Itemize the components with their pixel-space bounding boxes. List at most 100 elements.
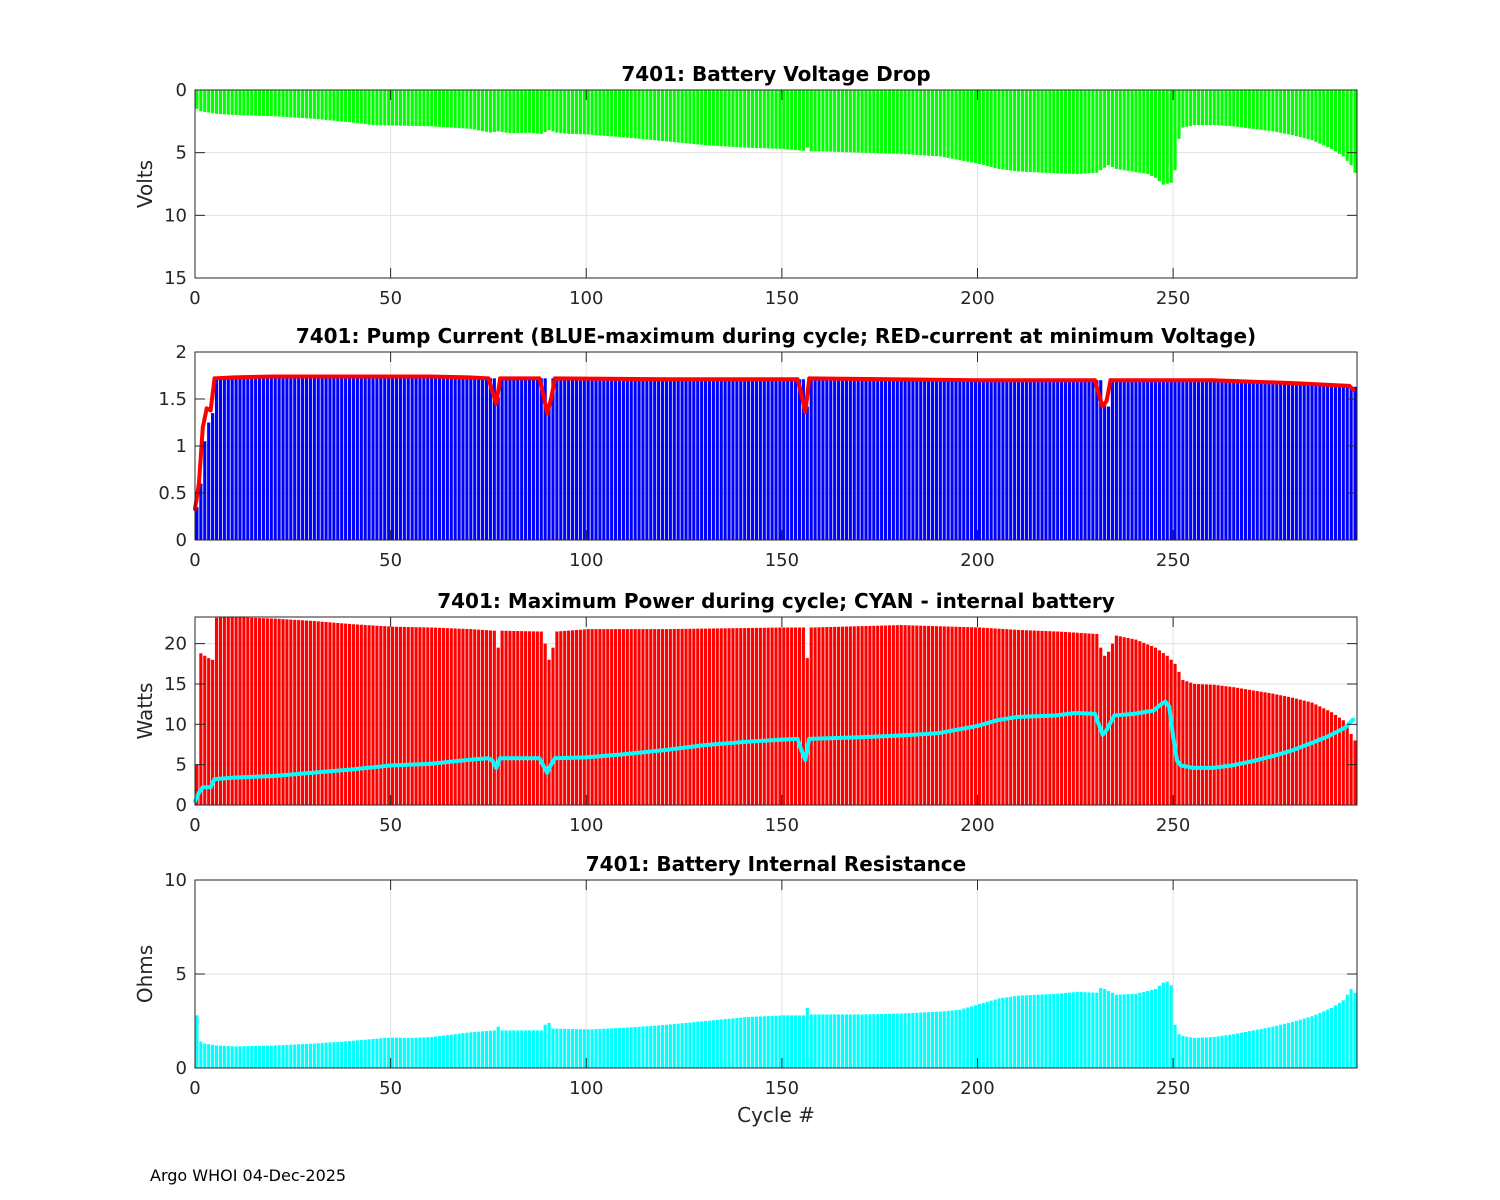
bar bbox=[1056, 380, 1060, 540]
bar bbox=[207, 1044, 211, 1068]
x-tick-label: 50 bbox=[379, 550, 402, 571]
line-point bbox=[1163, 699, 1168, 704]
bar bbox=[1283, 382, 1287, 540]
bar bbox=[207, 90, 211, 113]
line-point bbox=[1159, 702, 1164, 707]
tick-marks: 0 50 100 150 200 250 0 0.5 1 1.5 2 bbox=[158, 342, 1357, 571]
bar bbox=[739, 379, 743, 540]
bar bbox=[367, 376, 371, 540]
bar bbox=[719, 379, 723, 540]
bar bbox=[516, 1030, 520, 1068]
x-tick-label: 200 bbox=[960, 815, 994, 836]
series-1 bbox=[193, 374, 1356, 511]
bar bbox=[578, 90, 582, 135]
bar bbox=[1118, 994, 1122, 1068]
line-point bbox=[807, 376, 812, 381]
bar bbox=[989, 628, 993, 805]
bar bbox=[214, 90, 219, 114]
bar bbox=[1103, 403, 1107, 540]
bar bbox=[551, 378, 555, 540]
y-axis-label: Ohms bbox=[133, 945, 157, 1003]
bar bbox=[211, 90, 215, 114]
bar bbox=[1271, 1026, 1275, 1068]
x-tick-label: 0 bbox=[189, 1078, 200, 1099]
bar bbox=[199, 653, 203, 805]
bar bbox=[1349, 989, 1353, 1068]
bar bbox=[1001, 90, 1005, 170]
bar bbox=[672, 1024, 676, 1068]
bar bbox=[1353, 90, 1357, 173]
bar bbox=[308, 620, 312, 805]
bar bbox=[1024, 380, 1028, 540]
bar bbox=[946, 380, 950, 540]
bar bbox=[430, 1036, 434, 1068]
bar bbox=[449, 1034, 453, 1068]
bar bbox=[488, 378, 492, 540]
bar bbox=[563, 1028, 567, 1068]
bar bbox=[1020, 380, 1025, 540]
bar bbox=[504, 630, 508, 805]
bar bbox=[547, 403, 551, 540]
bar bbox=[570, 378, 575, 540]
bar bbox=[919, 379, 923, 540]
bar bbox=[500, 378, 504, 540]
bar bbox=[750, 90, 755, 148]
bar bbox=[469, 629, 473, 805]
bar bbox=[488, 90, 492, 133]
bar bbox=[567, 90, 571, 134]
bar bbox=[367, 90, 371, 125]
line-point bbox=[494, 765, 499, 770]
bar bbox=[214, 378, 219, 540]
bar bbox=[273, 1045, 277, 1068]
bar bbox=[743, 90, 747, 148]
line-point bbox=[200, 425, 205, 430]
bar bbox=[633, 1027, 637, 1068]
bar bbox=[927, 379, 931, 540]
bar bbox=[614, 1028, 618, 1068]
bar bbox=[347, 623, 352, 805]
bar bbox=[195, 764, 199, 805]
bar bbox=[664, 1024, 669, 1068]
bar bbox=[371, 1038, 375, 1068]
line-point bbox=[975, 378, 980, 383]
bar bbox=[324, 1042, 328, 1068]
bar bbox=[985, 90, 989, 166]
bar bbox=[582, 1029, 586, 1068]
bar bbox=[406, 1037, 410, 1068]
bar bbox=[1044, 631, 1048, 805]
bar bbox=[441, 627, 446, 805]
y-axis-label: Watts bbox=[133, 683, 157, 740]
x-tick-label: 100 bbox=[569, 1078, 603, 1099]
bar bbox=[985, 380, 989, 540]
line-point bbox=[212, 777, 217, 782]
bar bbox=[1009, 380, 1013, 540]
x-tick-label: 200 bbox=[960, 550, 994, 571]
bar bbox=[1224, 90, 1228, 126]
bar bbox=[1326, 710, 1330, 805]
bar bbox=[543, 378, 547, 540]
bar bbox=[876, 625, 880, 805]
bar bbox=[1122, 637, 1126, 805]
bar bbox=[649, 1025, 653, 1068]
bar bbox=[629, 1027, 633, 1068]
bar bbox=[1075, 380, 1079, 540]
bar bbox=[524, 1030, 528, 1068]
chart-panel-current: 0 50 100 150 200 250 0 0.5 1 1.5 2 7401: Pump Curre… bbox=[158, 324, 1358, 571]
bar bbox=[621, 90, 625, 138]
bar bbox=[344, 1041, 348, 1068]
line-point bbox=[1178, 763, 1183, 768]
bar bbox=[473, 629, 477, 805]
bar bbox=[250, 617, 254, 805]
bar bbox=[1110, 380, 1115, 540]
bar bbox=[1298, 699, 1302, 805]
x-tick-label: 250 bbox=[1156, 815, 1190, 836]
bar bbox=[930, 379, 935, 540]
bar bbox=[747, 379, 751, 540]
bar bbox=[218, 90, 222, 115]
bar bbox=[1208, 381, 1212, 540]
bar bbox=[660, 629, 665, 805]
bar bbox=[762, 627, 766, 805]
bar bbox=[359, 376, 363, 540]
bar bbox=[496, 90, 500, 132]
bar bbox=[289, 90, 293, 118]
